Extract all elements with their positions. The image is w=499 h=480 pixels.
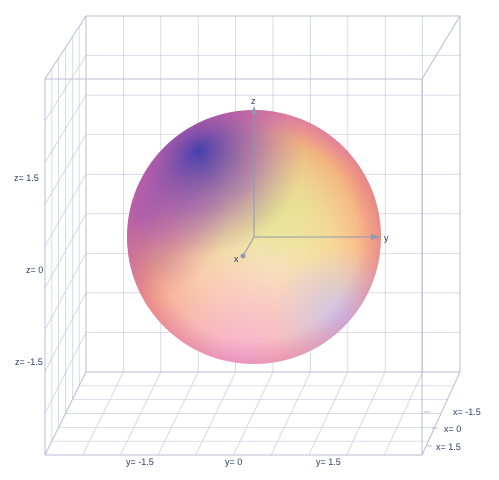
z-tick-label-3: z= -1.5 [15,357,43,367]
tick-labels: z= 1.5 z= 0 z= -1.5 y= -1.5 y= 0 y= 1.5 … [14,173,481,467]
z-axis-arrowhead [251,106,257,114]
z-axis-label: z [251,96,256,106]
y-tick-label-1: y= -1.5 [126,457,154,467]
frame-edge [421,371,461,456]
axes: z y x [234,96,389,264]
side-wall-gridline [44,253,87,330]
y-tick-label-3: y= 1.5 [316,457,341,467]
frame-edge [44,371,87,456]
y-tick-label-2: y= 0 [225,457,242,467]
side-wall-gridline [44,213,87,289]
frame-edge [421,15,461,80]
frame-edge [44,15,87,80]
x-axis-line [242,236,255,257]
side-wall-gridline [44,55,87,121]
bounding-box [44,15,461,456]
x-tick-label-2: x= 0 [444,424,461,434]
side-wall-gridline [44,174,87,247]
x-tick-label-3: x= 1.5 [436,442,461,452]
x-tick-label-1: x= -1.5 [453,407,481,417]
side-wall-gridline [44,134,87,205]
side-wall-gridline [44,94,87,163]
side-wall-gridline [44,332,87,414]
y-axis-arrowhead [371,234,380,240]
y-axis-label: y [384,233,389,243]
z-tick-label-2: z= 0 [26,265,43,275]
x-axis-arrowhead [240,253,246,259]
side-wall-gridline [44,292,87,372]
x-axis-label: x [234,254,239,264]
z-tick-label-1: z= 1.5 [14,173,39,183]
